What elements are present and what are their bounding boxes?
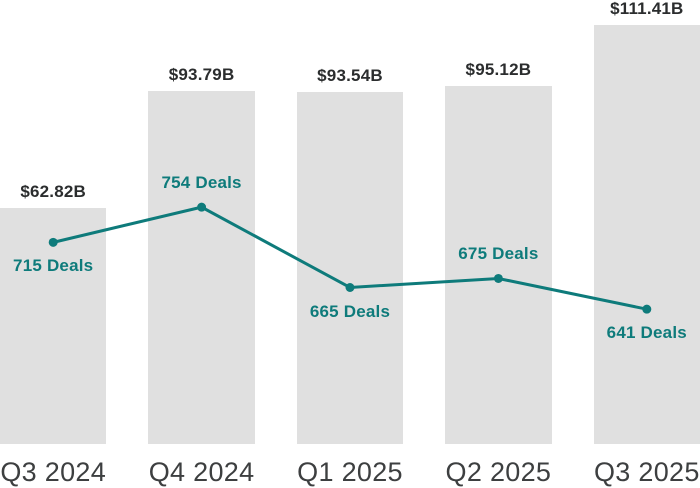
deal-value-label: $93.79B bbox=[168, 65, 235, 85]
category-label: Q1 2025 bbox=[297, 457, 403, 487]
deal-count-label: 754 Deals bbox=[161, 173, 242, 193]
deal-value-bar bbox=[148, 91, 255, 444]
category-label: Q2 2025 bbox=[445, 457, 552, 487]
deal-value-bar bbox=[296, 92, 404, 444]
deal-value-bar bbox=[593, 25, 700, 444]
deal-count-label: 641 Deals bbox=[606, 323, 687, 343]
deal-value-bar bbox=[0, 207, 107, 444]
deal-count-label: 665 Deals bbox=[309, 301, 391, 321]
category-label: Q4 2024 bbox=[148, 457, 255, 487]
deal-value-label: $93.54B bbox=[317, 66, 383, 86]
deal-value-label: $111.41B bbox=[610, 0, 684, 19]
deal-count-label: 675 Deals bbox=[458, 244, 539, 264]
deal-value-bar bbox=[445, 86, 552, 444]
category-label: Q3 2024 bbox=[0, 457, 107, 487]
deal-value-label: $95.12B bbox=[465, 60, 532, 80]
deal-value-label: $62.82B bbox=[20, 181, 87, 201]
deal-count-label: 715 Deals bbox=[13, 256, 94, 276]
category-label: Q3 2025 bbox=[593, 457, 700, 487]
